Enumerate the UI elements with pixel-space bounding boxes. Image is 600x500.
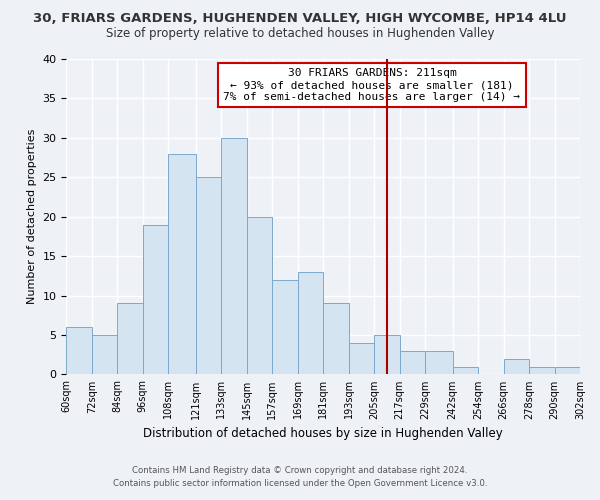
Bar [143, 224, 168, 374]
Text: 30 FRIARS GARDENS: 211sqm
← 93% of detached houses are smaller (181)
7% of semi-: 30 FRIARS GARDENS: 211sqm ← 93% of detac… [223, 68, 520, 102]
Bar [400, 351, 425, 374]
Bar [247, 216, 272, 374]
Bar [374, 335, 400, 374]
Bar [196, 178, 221, 374]
Bar [298, 272, 323, 374]
Bar [118, 304, 143, 374]
Bar [529, 366, 554, 374]
Bar [349, 343, 374, 374]
Text: Contains HM Land Registry data © Crown copyright and database right 2024.
Contai: Contains HM Land Registry data © Crown c… [113, 466, 487, 487]
Bar [503, 358, 529, 374]
Text: 30, FRIARS GARDENS, HUGHENDEN VALLEY, HIGH WYCOMBE, HP14 4LU: 30, FRIARS GARDENS, HUGHENDEN VALLEY, HI… [33, 12, 567, 26]
Bar [221, 138, 247, 374]
Bar [92, 335, 118, 374]
Bar [425, 351, 452, 374]
Text: Size of property relative to detached houses in Hughenden Valley: Size of property relative to detached ho… [106, 28, 494, 40]
Bar [67, 327, 92, 374]
Bar [452, 366, 478, 374]
Bar [554, 366, 580, 374]
Bar [323, 304, 349, 374]
Y-axis label: Number of detached properties: Number of detached properties [27, 129, 37, 304]
Bar [168, 154, 196, 374]
X-axis label: Distribution of detached houses by size in Hughenden Valley: Distribution of detached houses by size … [143, 427, 503, 440]
Bar [272, 280, 298, 374]
